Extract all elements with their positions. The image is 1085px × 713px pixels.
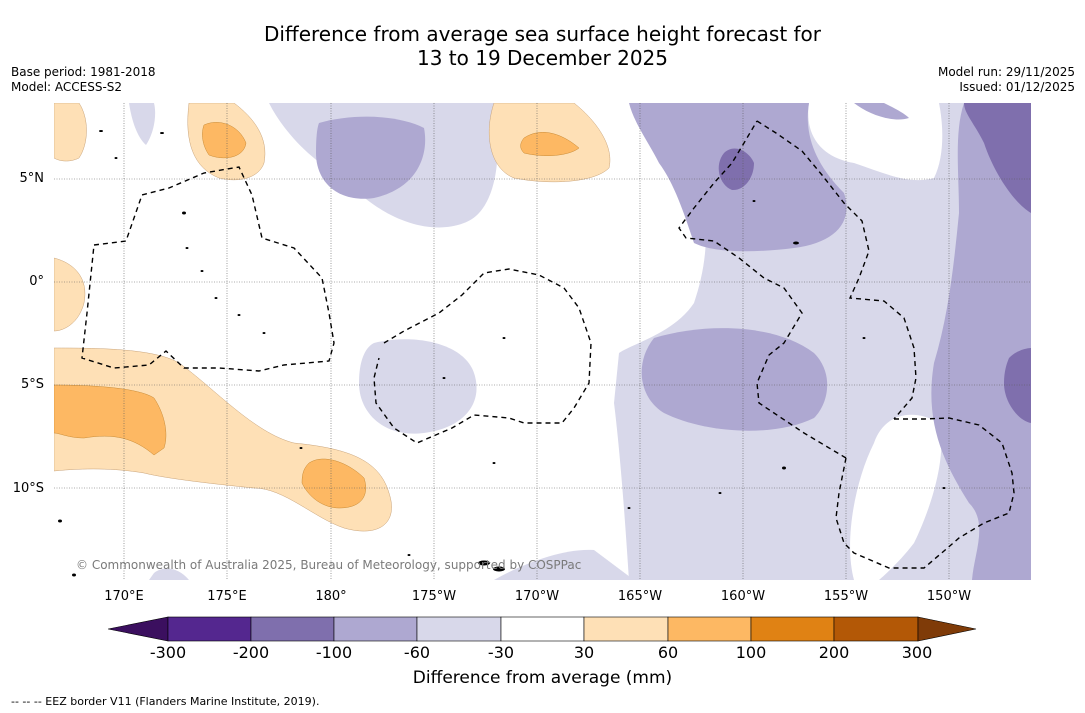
longitude-label-170e: 170°E — [104, 589, 144, 604]
model-name: Model: ACCESS-S2 — [11, 80, 123, 94]
contour-dark-purple — [718, 103, 1031, 423]
colorbar-bin-1 — [167, 616, 252, 642]
longitude-label-175e: 175°E — [207, 589, 247, 604]
graticule — [54, 103, 1031, 580]
map-panel — [54, 103, 1031, 580]
longitude-label-160w: 160°W — [720, 589, 766, 604]
colorbar-bin-2 — [250, 616, 335, 642]
base-period: Base period: 1981-2018 — [11, 65, 156, 79]
issued-date: Issued: 01/12/2025 — [959, 80, 1075, 94]
contour-neutral-holes — [808, 103, 943, 580]
model-run: Model run: 29/11/2025 — [937, 65, 1075, 79]
colorbar-tick: 60 — [657, 643, 679, 662]
colorbar-tick: -60 — [403, 643, 431, 662]
longitude-label-170w: 170°W — [514, 589, 560, 604]
colorbar-extend-high — [917, 616, 977, 642]
latitude-label-0: 0° — [29, 274, 44, 289]
longitude-label-165w: 165°W — [617, 589, 663, 604]
colorbar-tick: 30 — [573, 643, 595, 662]
latitude-label-10s: 10°S — [12, 481, 44, 496]
colorbar-extend-low — [108, 616, 169, 642]
colorbar-tick: 300 — [901, 643, 933, 662]
latitude-label-5s: 5°S — [20, 377, 44, 392]
longitude-label-180: 180° — [315, 589, 347, 604]
longitude-label-175w: 175°W — [411, 589, 457, 604]
colorbar-tick: -100 — [315, 643, 353, 662]
colorbar-tick: 100 — [735, 643, 767, 662]
eez-borders — [81, 120, 1015, 569]
map-title: Difference from average sea surface heig… — [0, 22, 1085, 70]
model-info: Base period: 1981-2018 Model: ACCESS-S2 — [11, 65, 156, 95]
colorbar-bin-7 — [667, 616, 752, 642]
run-info: Model run: 29/11/2025 Issued: 01/12/2025 — [938, 65, 1075, 95]
colorbar-tick: -200 — [232, 643, 270, 662]
title-line-2: 13 to 19 December 2025 — [416, 46, 668, 70]
colorbar-tick: -300 — [149, 643, 187, 662]
copyright-notice: © Commonwealth of Australia 2025, Bureau… — [76, 558, 582, 572]
contour-orange — [54, 122, 580, 509]
latitude-label-5n: 5°N — [19, 171, 45, 186]
map-canvas — [54, 103, 1031, 580]
colorbar-bin-8 — [750, 616, 835, 642]
colorbar-bin-6 — [583, 616, 669, 642]
colorbar-bin-9 — [833, 616, 919, 642]
colorbar — [108, 616, 977, 642]
longitude-label-155w: 155°W — [823, 589, 869, 604]
colorbar-tick: -30 — [487, 643, 515, 662]
colorbar-label: Difference from average (mm) — [412, 668, 673, 688]
title-line-1: Difference from average sea surface heig… — [263, 22, 822, 46]
longitude-label-150w: 150°W — [926, 589, 972, 604]
colorbar-tick: 200 — [818, 643, 850, 662]
eez-footnote: -- -- -- EEZ border V11 (Flanders Marine… — [11, 695, 320, 708]
contour-medium-purple — [316, 103, 1031, 580]
colorbar-bin-4 — [416, 616, 502, 642]
colorbar-bin-3 — [333, 616, 418, 642]
islands — [58, 130, 946, 577]
colorbar-bin-5 — [500, 616, 585, 642]
